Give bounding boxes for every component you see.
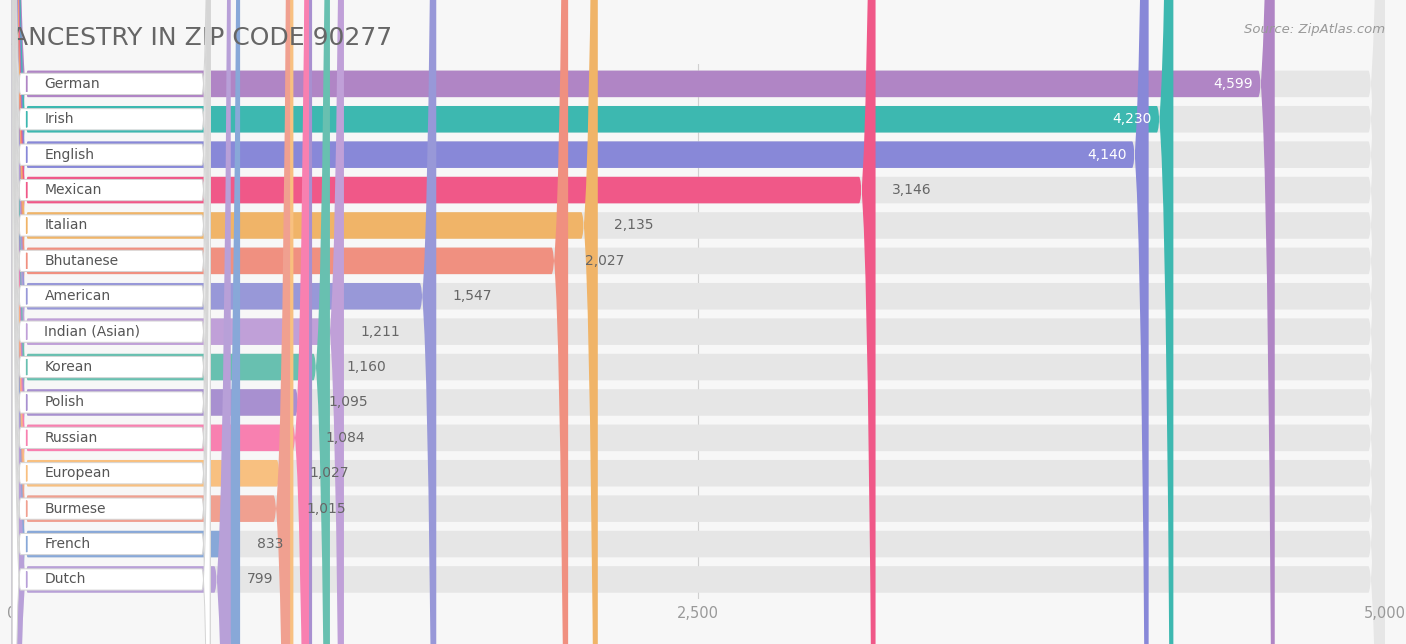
FancyBboxPatch shape xyxy=(13,0,209,644)
FancyBboxPatch shape xyxy=(11,0,1385,644)
FancyBboxPatch shape xyxy=(11,173,1385,208)
FancyBboxPatch shape xyxy=(11,66,1385,102)
FancyBboxPatch shape xyxy=(13,0,209,644)
Text: German: German xyxy=(45,77,100,91)
FancyBboxPatch shape xyxy=(11,0,1385,644)
FancyBboxPatch shape xyxy=(11,0,1149,644)
FancyBboxPatch shape xyxy=(11,0,1385,644)
FancyBboxPatch shape xyxy=(11,0,330,644)
Text: 1,084: 1,084 xyxy=(326,431,366,445)
Text: 4,140: 4,140 xyxy=(1087,147,1126,162)
FancyBboxPatch shape xyxy=(13,0,209,644)
Text: 1,547: 1,547 xyxy=(453,289,492,303)
Text: 2,027: 2,027 xyxy=(585,254,624,268)
Text: Indian (Asian): Indian (Asian) xyxy=(45,325,141,339)
Text: 4,230: 4,230 xyxy=(1112,112,1152,126)
FancyBboxPatch shape xyxy=(11,0,1174,644)
Text: American: American xyxy=(45,289,111,303)
FancyBboxPatch shape xyxy=(11,0,1385,644)
FancyBboxPatch shape xyxy=(11,208,1385,243)
FancyBboxPatch shape xyxy=(11,0,1385,644)
FancyBboxPatch shape xyxy=(11,0,876,644)
FancyBboxPatch shape xyxy=(11,0,568,644)
FancyBboxPatch shape xyxy=(11,0,598,644)
Text: French: French xyxy=(45,537,90,551)
FancyBboxPatch shape xyxy=(11,0,312,644)
FancyBboxPatch shape xyxy=(11,0,344,644)
FancyBboxPatch shape xyxy=(11,0,1385,644)
Text: 4,599: 4,599 xyxy=(1213,77,1253,91)
Text: Mexican: Mexican xyxy=(45,183,101,197)
Text: 2,135: 2,135 xyxy=(614,218,654,232)
FancyBboxPatch shape xyxy=(13,0,209,644)
Text: 1,095: 1,095 xyxy=(329,395,368,410)
FancyBboxPatch shape xyxy=(13,0,209,644)
FancyBboxPatch shape xyxy=(11,0,240,644)
Text: Russian: Russian xyxy=(45,431,98,445)
FancyBboxPatch shape xyxy=(11,420,1385,455)
FancyBboxPatch shape xyxy=(11,0,1385,644)
FancyBboxPatch shape xyxy=(11,0,1385,644)
Text: 1,211: 1,211 xyxy=(360,325,401,339)
FancyBboxPatch shape xyxy=(13,0,209,644)
Text: Polish: Polish xyxy=(45,395,84,410)
FancyBboxPatch shape xyxy=(13,0,209,644)
FancyBboxPatch shape xyxy=(11,0,294,644)
Text: ANCESTRY IN ZIP CODE 90277: ANCESTRY IN ZIP CODE 90277 xyxy=(11,26,392,50)
FancyBboxPatch shape xyxy=(11,0,1385,644)
Text: Irish: Irish xyxy=(45,112,75,126)
Text: 1,015: 1,015 xyxy=(307,502,346,516)
Text: Italian: Italian xyxy=(45,218,87,232)
FancyBboxPatch shape xyxy=(11,455,1385,491)
FancyBboxPatch shape xyxy=(11,102,1385,137)
FancyBboxPatch shape xyxy=(11,0,1385,644)
FancyBboxPatch shape xyxy=(13,0,209,644)
FancyBboxPatch shape xyxy=(11,384,1385,420)
FancyBboxPatch shape xyxy=(13,0,209,644)
FancyBboxPatch shape xyxy=(11,0,231,644)
FancyBboxPatch shape xyxy=(11,0,290,644)
Text: Burmese: Burmese xyxy=(45,502,105,516)
FancyBboxPatch shape xyxy=(13,0,209,644)
FancyBboxPatch shape xyxy=(11,562,1385,597)
FancyBboxPatch shape xyxy=(11,0,1385,644)
Text: 1,027: 1,027 xyxy=(309,466,349,480)
Text: English: English xyxy=(45,147,94,162)
FancyBboxPatch shape xyxy=(11,491,1385,526)
Text: 799: 799 xyxy=(247,573,274,587)
Text: Dutch: Dutch xyxy=(45,573,86,587)
FancyBboxPatch shape xyxy=(11,526,1385,562)
FancyBboxPatch shape xyxy=(11,243,1385,279)
Text: 1,160: 1,160 xyxy=(346,360,387,374)
FancyBboxPatch shape xyxy=(11,314,1385,349)
FancyBboxPatch shape xyxy=(13,0,209,644)
FancyBboxPatch shape xyxy=(13,0,209,644)
FancyBboxPatch shape xyxy=(11,0,1275,644)
FancyBboxPatch shape xyxy=(13,0,209,644)
FancyBboxPatch shape xyxy=(11,0,1385,644)
FancyBboxPatch shape xyxy=(11,0,1385,644)
FancyBboxPatch shape xyxy=(11,137,1385,173)
FancyBboxPatch shape xyxy=(11,0,1385,644)
FancyBboxPatch shape xyxy=(11,349,1385,384)
Text: Source: ZipAtlas.com: Source: ZipAtlas.com xyxy=(1244,23,1385,35)
FancyBboxPatch shape xyxy=(11,0,1385,644)
Text: 3,146: 3,146 xyxy=(891,183,932,197)
Text: Bhutanese: Bhutanese xyxy=(45,254,118,268)
Text: Korean: Korean xyxy=(45,360,93,374)
FancyBboxPatch shape xyxy=(11,279,1385,314)
FancyBboxPatch shape xyxy=(11,0,309,644)
FancyBboxPatch shape xyxy=(11,0,436,644)
FancyBboxPatch shape xyxy=(13,0,209,644)
FancyBboxPatch shape xyxy=(13,0,209,644)
Text: European: European xyxy=(45,466,111,480)
Text: 833: 833 xyxy=(256,537,283,551)
